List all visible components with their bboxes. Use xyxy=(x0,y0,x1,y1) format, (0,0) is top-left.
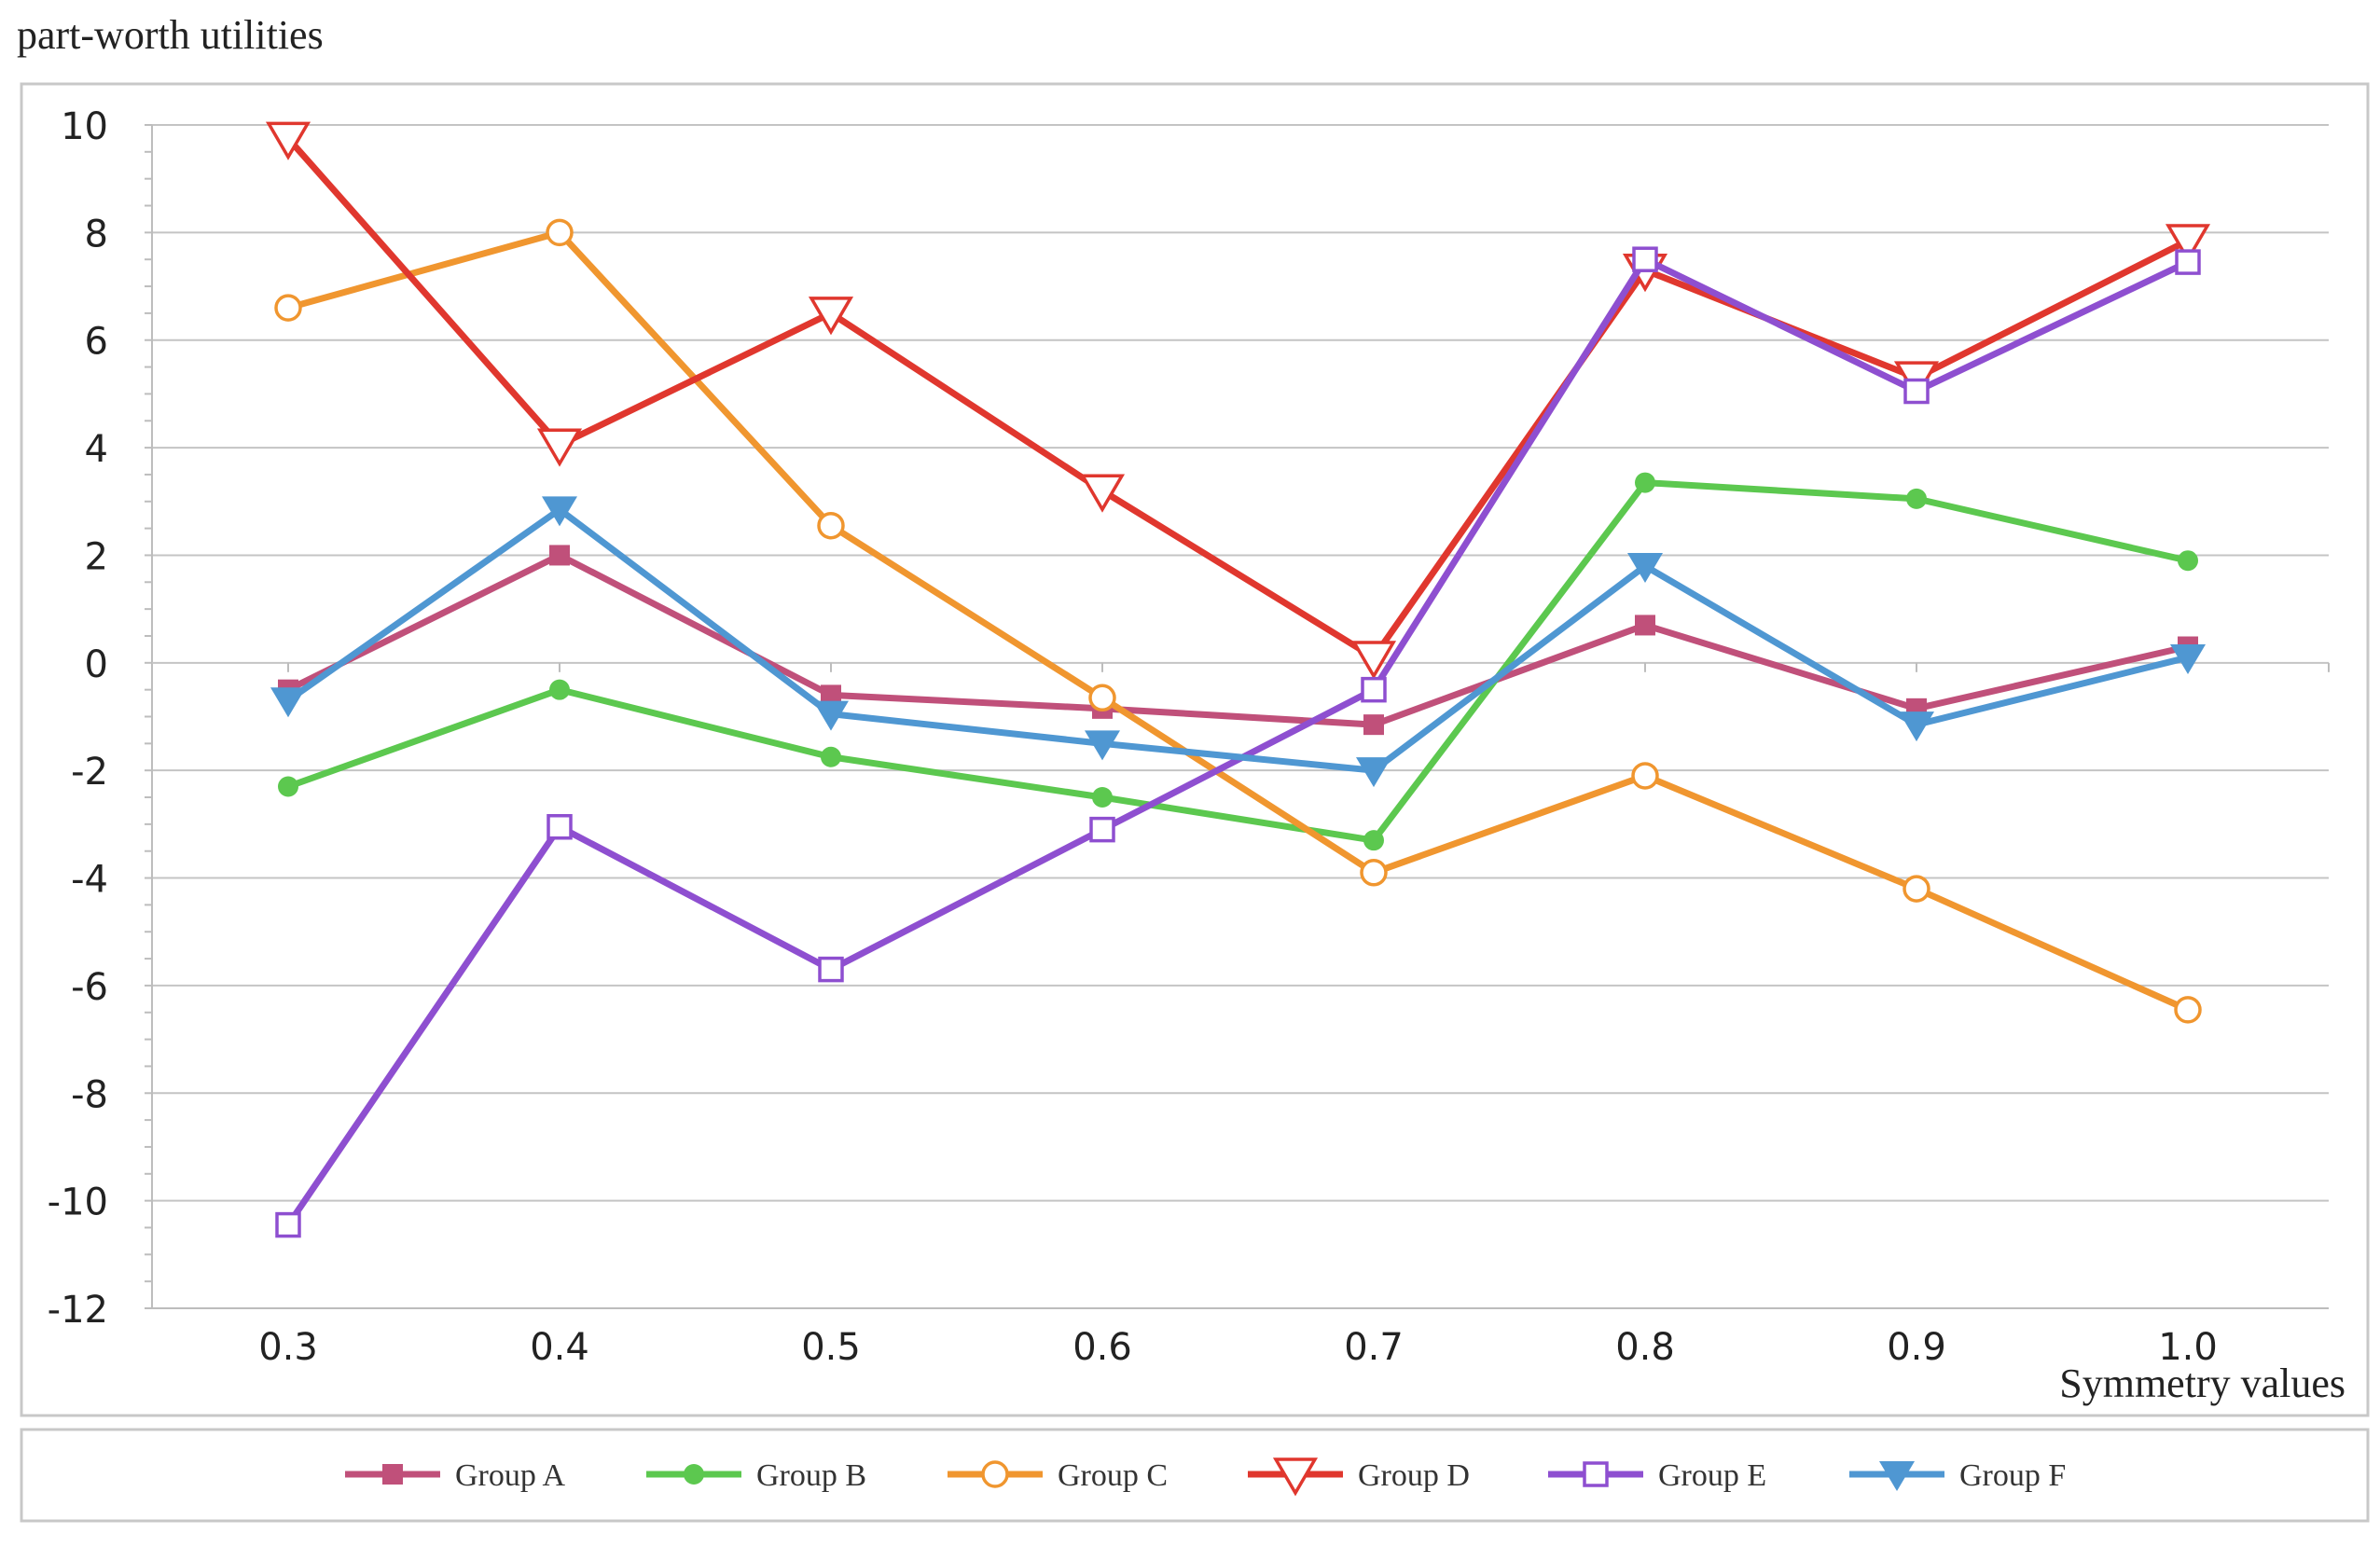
data-point xyxy=(549,545,570,566)
data-point xyxy=(821,684,841,706)
legend-item: Group F xyxy=(1849,1458,2066,1493)
data-point xyxy=(1350,641,1397,680)
y-tick-label: 4 xyxy=(85,428,108,471)
data-point xyxy=(1079,474,1126,513)
x-tick-label: 0.9 xyxy=(1887,1326,1946,1369)
data-point xyxy=(1092,787,1113,808)
data-point xyxy=(1356,757,1391,788)
data-point xyxy=(1361,676,1387,703)
y-tick-label: 6 xyxy=(85,321,108,364)
legend-marker xyxy=(382,1464,403,1485)
data-point xyxy=(1903,378,1930,405)
legend-marker xyxy=(1879,1461,1915,1491)
data-point xyxy=(546,218,574,247)
legend-item: Group D xyxy=(1248,1457,1470,1497)
x-tick-label: 0.5 xyxy=(801,1326,861,1369)
data-point xyxy=(1632,246,1658,272)
legend-item: Group C xyxy=(948,1458,1168,1493)
data-point xyxy=(536,428,583,467)
x-tick-label: 0.6 xyxy=(1072,1326,1132,1369)
data-point xyxy=(275,1211,301,1238)
legend-label: Group A xyxy=(455,1458,566,1493)
data-point xyxy=(549,679,570,700)
data-point xyxy=(1635,472,1655,493)
series-line xyxy=(284,134,2192,661)
legend-label: Group D xyxy=(1358,1458,1470,1493)
y-tick-labels: 10 8 6 4 2 0 -2 -4 -6 -8 -10 -12 xyxy=(48,105,108,1332)
legend-marker xyxy=(1583,1461,1609,1487)
legend-label: Group B xyxy=(756,1458,866,1493)
data-point xyxy=(278,776,298,797)
legend-marker xyxy=(981,1460,1009,1488)
y-tick-label: 2 xyxy=(85,535,108,578)
legend-marker xyxy=(684,1464,704,1485)
data-point xyxy=(2170,644,2206,675)
legend-marker xyxy=(1272,1457,1319,1497)
x-axis-title: Symmetry values xyxy=(2059,1361,2345,1406)
legend-frame xyxy=(20,1428,2370,1523)
data-point xyxy=(1089,816,1115,843)
plot-frame xyxy=(20,82,2370,1417)
y-tick-label: 10 xyxy=(61,105,108,148)
legend-label: Group E xyxy=(1658,1458,1766,1493)
data-point xyxy=(1906,488,1927,509)
data-point xyxy=(1899,711,1934,742)
x-tick-label: 1.0 xyxy=(2158,1326,2218,1369)
legend-item: Group B xyxy=(646,1458,866,1493)
legend: Group A Group B Group C Group D Group E Group… xyxy=(345,1457,2066,1497)
data-point xyxy=(274,294,302,322)
x-tick-label: 0.4 xyxy=(530,1326,589,1369)
data-point xyxy=(2178,550,2198,572)
y-axis-title: part-worth utilities xyxy=(17,12,324,58)
y-tick-label: 8 xyxy=(85,213,108,256)
data-point xyxy=(547,813,573,840)
data-point xyxy=(270,687,306,718)
data-point xyxy=(1088,684,1116,712)
axes xyxy=(145,124,2330,1309)
legend-label: Group C xyxy=(1058,1458,1168,1493)
y-tick-label: -4 xyxy=(71,859,108,902)
data-point xyxy=(813,700,849,731)
y-tick-label: -2 xyxy=(71,751,108,794)
y-tick-label: 0 xyxy=(85,643,108,686)
series-group-b xyxy=(278,472,2198,851)
data-point xyxy=(1363,830,1384,851)
legend-item: Group E xyxy=(1548,1458,1766,1493)
data-point xyxy=(1635,615,1655,636)
data-point xyxy=(265,121,311,160)
data-point xyxy=(2174,996,2202,1024)
data-point xyxy=(808,297,854,336)
data-point xyxy=(1631,762,1659,790)
data-point xyxy=(2175,249,2201,275)
data-point xyxy=(821,746,841,767)
x-tick-labels: 0.3 0.4 0.5 0.6 0.7 0.8 0.9 1.0 xyxy=(258,1326,2218,1369)
series-group-f xyxy=(270,496,2206,788)
y-tick-label: -12 xyxy=(48,1289,108,1332)
series-line xyxy=(284,505,2192,774)
gridlines xyxy=(152,124,2329,1309)
data-point xyxy=(2165,224,2211,263)
y-tick-label: -8 xyxy=(71,1073,108,1116)
y-tick-label: -6 xyxy=(71,966,108,1009)
series-group-c xyxy=(274,218,2202,1024)
data-point xyxy=(1903,875,1930,903)
x-tick-label: 0.7 xyxy=(1344,1326,1404,1369)
legend-item: Group A xyxy=(345,1458,566,1493)
x-tick-label: 0.3 xyxy=(258,1326,318,1369)
legend-label: Group F xyxy=(1959,1458,2066,1493)
series-line xyxy=(284,228,2192,1014)
x-tick-label: 0.8 xyxy=(1615,1326,1675,1369)
data-point xyxy=(818,956,844,983)
data-point xyxy=(542,496,577,527)
series-line xyxy=(284,479,2192,844)
data-point xyxy=(817,511,845,540)
data-point xyxy=(1363,714,1384,736)
series-lines xyxy=(265,121,2211,1238)
data-point xyxy=(1360,859,1388,887)
data-point xyxy=(1085,730,1120,761)
data-point xyxy=(1627,552,1663,583)
y-tick-label: -10 xyxy=(48,1181,108,1224)
